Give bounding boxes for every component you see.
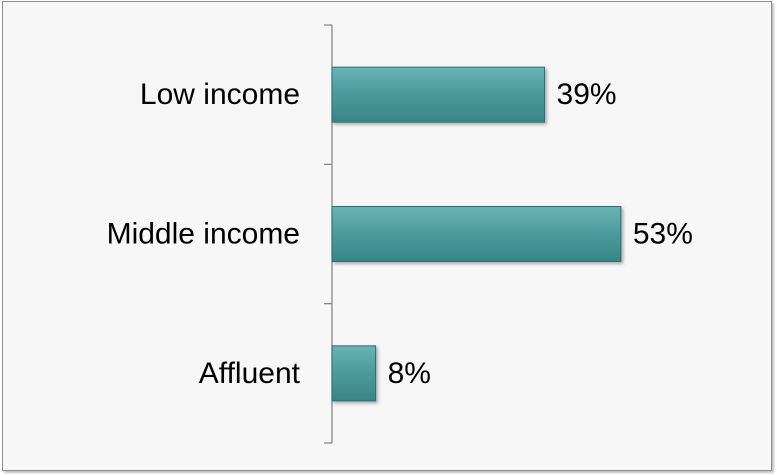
bar-middle-income [331,206,622,262]
data-label: 53% [633,218,693,251]
bar-low-income [331,66,546,123]
y-axis [324,24,333,444]
data-label: 8% [388,357,431,390]
category-label: Low income [140,78,300,111]
labels: Low income 39% Middle income 53% Affluent 8% [107,78,693,390]
bars [331,66,622,402]
category-label: Middle income [107,218,300,251]
data-label: 39% [557,78,617,111]
bar-affluent [331,345,377,402]
category-label: Affluent [199,357,301,390]
